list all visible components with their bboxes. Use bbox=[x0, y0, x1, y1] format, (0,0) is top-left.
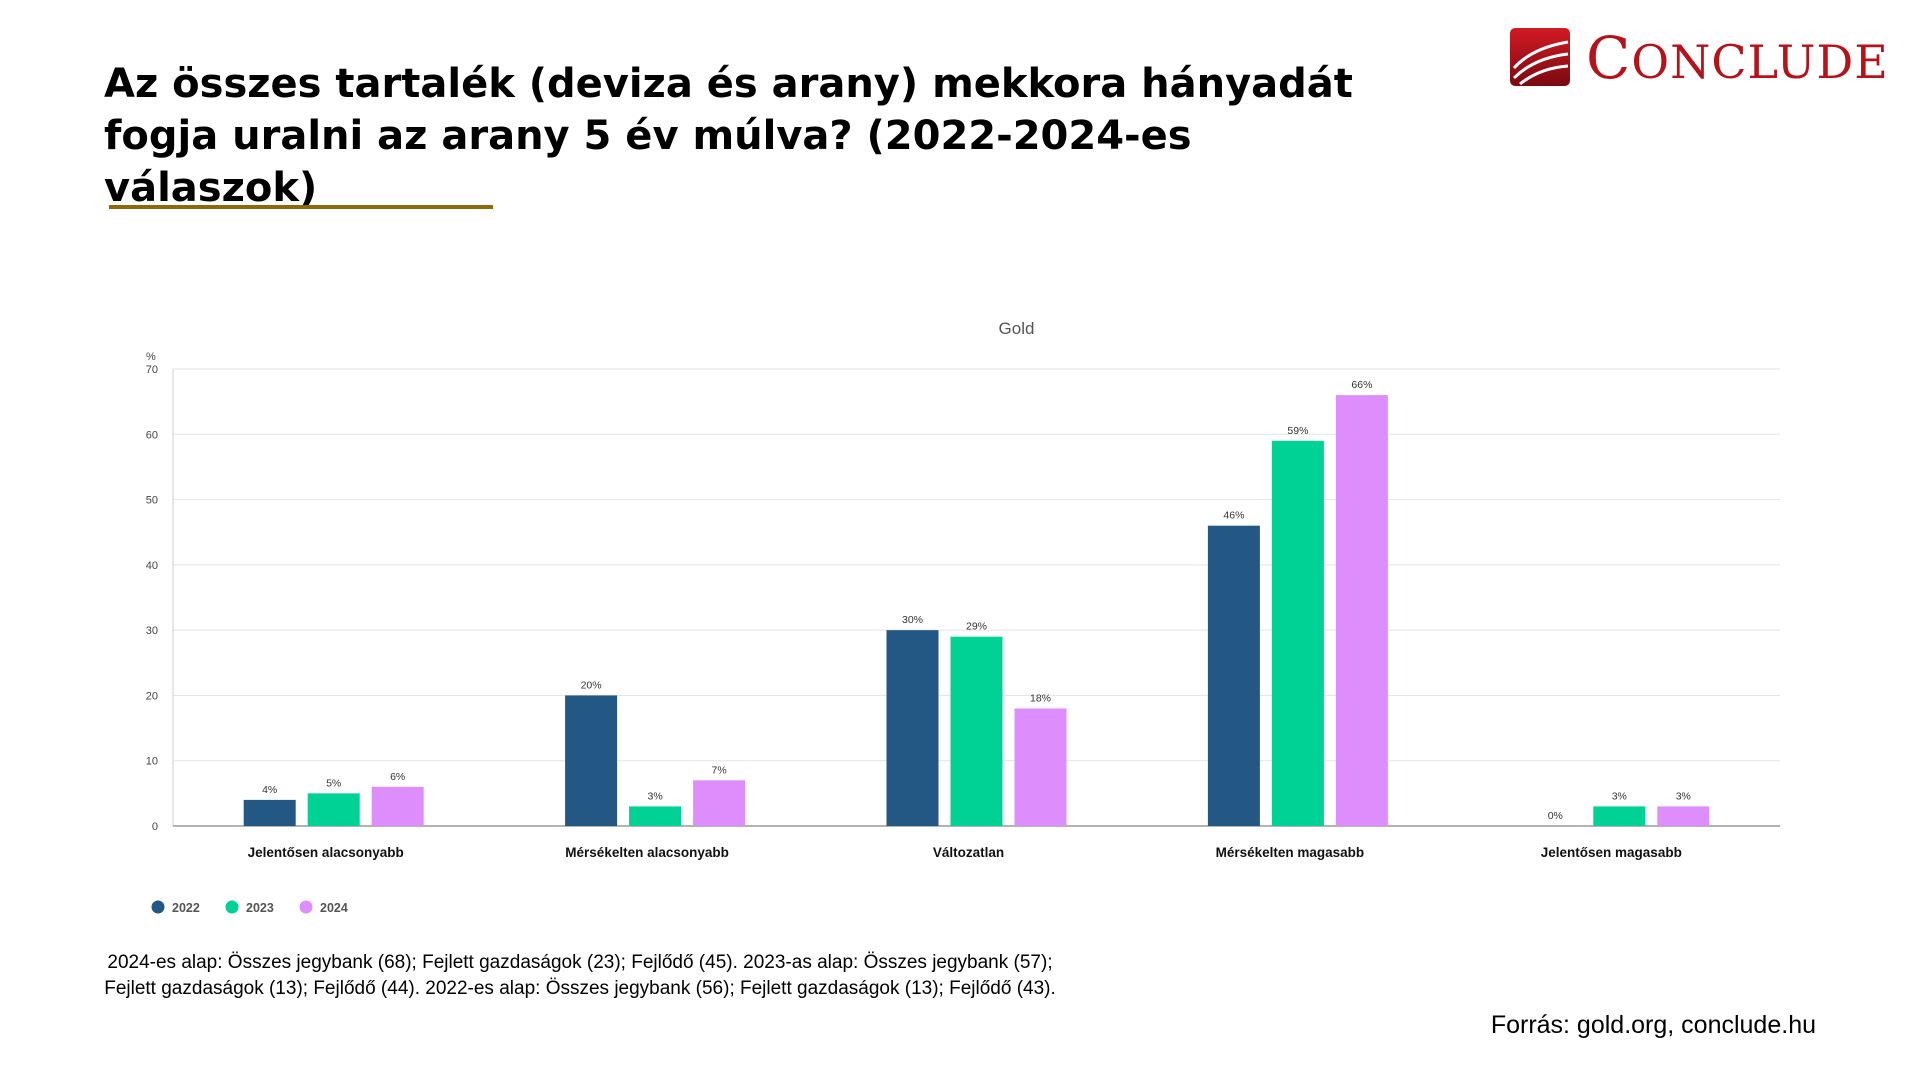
bar bbox=[886, 630, 939, 826]
y-tick-label: 60 bbox=[146, 429, 158, 441]
bar-data-label: 4% bbox=[262, 784, 277, 796]
y-tick-label: 0 bbox=[152, 821, 158, 833]
legend-label: 2022 bbox=[172, 901, 200, 915]
conclude-logo: CONCLUDE bbox=[1510, 26, 1900, 90]
bar-data-label: 59% bbox=[1287, 425, 1308, 437]
bar-data-label: 46% bbox=[1223, 510, 1244, 522]
slide-title: Az összes tartalék (deviza és arany) mek… bbox=[104, 58, 1384, 214]
y-tick-label: 10 bbox=[146, 756, 158, 768]
bar-data-label: 29% bbox=[966, 621, 987, 633]
bar bbox=[565, 695, 618, 826]
bar bbox=[1593, 806, 1646, 826]
x-tick-label: Változatlan bbox=[933, 845, 1004, 860]
bar bbox=[1014, 708, 1067, 826]
x-tick-label: Jelentősen magasabb bbox=[1541, 845, 1682, 860]
bar-data-label: 0% bbox=[1548, 810, 1563, 822]
y-axis-label: % bbox=[146, 351, 156, 363]
legend-swatch bbox=[225, 900, 239, 914]
footnote-line-1: 2024-es alap: Összes jegybank (68); Fejl… bbox=[107, 952, 1053, 973]
legend-label: 2023 bbox=[246, 901, 274, 915]
logo-text-initial: C bbox=[1586, 24, 1632, 92]
y-tick-label: 50 bbox=[146, 495, 158, 507]
bar-data-label: 5% bbox=[326, 777, 341, 789]
bar-data-label: 18% bbox=[1030, 692, 1051, 704]
x-tick-label: Mérsékelten alacsonyabb bbox=[565, 845, 729, 860]
bar bbox=[693, 780, 746, 826]
conclude-logo-text: CONCLUDE bbox=[1586, 26, 1889, 94]
bar bbox=[1271, 440, 1324, 826]
legend-swatch bbox=[151, 900, 165, 914]
bar-data-label: 6% bbox=[390, 771, 405, 783]
bar bbox=[243, 799, 296, 826]
bar-data-label: 3% bbox=[1612, 790, 1627, 802]
bar bbox=[950, 636, 1003, 826]
bar-data-label: 3% bbox=[648, 790, 663, 802]
legend-swatch bbox=[299, 900, 313, 914]
bar-data-label: 3% bbox=[1676, 790, 1691, 802]
bar bbox=[1657, 806, 1710, 826]
chart-title: Gold bbox=[999, 319, 1035, 338]
bar bbox=[1207, 525, 1260, 826]
footnote-line-2: Fejlett gazdaságok (13); Fejlődő (44). 2… bbox=[104, 978, 1056, 999]
x-tick-label: Mérsékelten magasabb bbox=[1216, 845, 1365, 860]
x-tick-label: Jelentősen alacsonyabb bbox=[248, 845, 404, 860]
slide-title-line-1: Az összes tartalék (deviza és arany) mek… bbox=[104, 61, 1353, 107]
bar bbox=[371, 786, 424, 826]
title-accent-rule bbox=[109, 205, 493, 209]
bar-data-label: 20% bbox=[581, 679, 602, 691]
y-tick-label: 20 bbox=[146, 690, 158, 702]
bar bbox=[1335, 395, 1388, 826]
bar bbox=[307, 793, 360, 826]
y-tick-label: 70 bbox=[146, 364, 158, 376]
sample-base-footnote: 2024-es alap: Összes jegybank (68); Fejl… bbox=[60, 950, 1100, 1002]
legend-label: 2024 bbox=[320, 901, 348, 915]
bar-data-label: 30% bbox=[902, 614, 923, 626]
slide-title-line-2: fogja uralni az arany 5 év múlva? (2022-… bbox=[104, 113, 1192, 211]
logo-text-rest: ONCLUDE bbox=[1631, 35, 1889, 89]
y-tick-label: 40 bbox=[146, 560, 158, 572]
y-tick-label: 30 bbox=[146, 625, 158, 637]
bar-data-label: 7% bbox=[712, 764, 727, 776]
source-note: Forrás: gold.org, conclude.hu bbox=[1490, 1011, 1816, 1039]
bar bbox=[629, 806, 682, 826]
bar-data-label: 66% bbox=[1351, 379, 1372, 391]
conclude-logo-icon bbox=[1510, 28, 1570, 86]
